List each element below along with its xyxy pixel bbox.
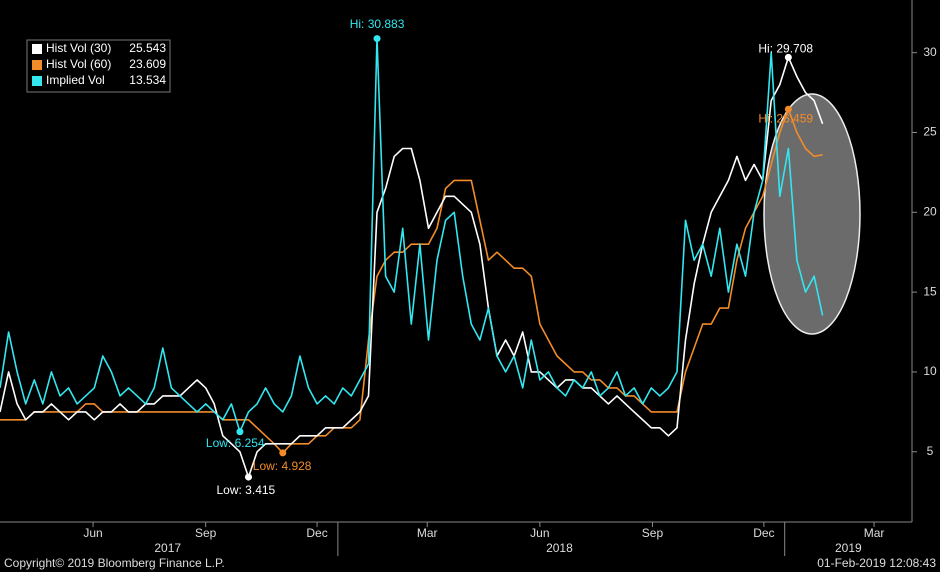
annotation-marker bbox=[784, 105, 792, 113]
legend: Hist Vol (30) 25.543 Hist Vol (60) 23.609 Im… bbox=[26, 39, 171, 93]
legend-label: Implied Vol bbox=[46, 73, 105, 87]
y-tick-label: 20 bbox=[923, 204, 937, 218]
y-tick-label: 30 bbox=[923, 45, 937, 59]
y-tick-label: 10 bbox=[923, 364, 937, 378]
y-tick-label: 25 bbox=[923, 125, 937, 139]
annotation-marker bbox=[279, 449, 287, 457]
legend-label: Hist Vol (30) bbox=[46, 41, 111, 55]
highlight-ellipse bbox=[763, 93, 861, 335]
annotation-label: Hi: 30.883 bbox=[350, 17, 405, 31]
annotation-label: Low: 6.254 bbox=[206, 436, 265, 450]
x-tick-label: Jun bbox=[530, 526, 549, 540]
x-tick-label: Sep bbox=[195, 526, 217, 540]
legend-value: 13.534 bbox=[129, 73, 166, 87]
x-tick-label: Dec bbox=[306, 526, 327, 540]
legend-value: 25.543 bbox=[129, 41, 166, 55]
x-tick-label: Dec bbox=[753, 526, 774, 540]
annotation-marker bbox=[373, 35, 381, 43]
annotation-label: Low: 3.415 bbox=[217, 483, 276, 497]
legend-value: 23.609 bbox=[129, 57, 166, 71]
annotation-marker bbox=[236, 428, 244, 436]
y-tick-label: 15 bbox=[923, 284, 937, 298]
year-label: 2019 bbox=[835, 541, 862, 555]
year-label: 2018 bbox=[546, 541, 573, 555]
x-tick-label: Mar bbox=[864, 526, 885, 540]
copyright: Copyright© 2019 Bloomberg Finance L.P. bbox=[4, 556, 225, 570]
legend-swatch bbox=[32, 76, 42, 86]
annotation-marker bbox=[245, 473, 253, 481]
legend-swatch bbox=[32, 44, 42, 54]
legend-box bbox=[26, 39, 171, 93]
series-line bbox=[0, 56, 824, 478]
x-tick-label: Sep bbox=[642, 526, 664, 540]
legend-swatch bbox=[32, 60, 42, 70]
x-tick-label: Mar bbox=[417, 526, 438, 540]
x-tick-label: Jun bbox=[83, 526, 102, 540]
annotation-label: Hi: 26.459 bbox=[758, 111, 813, 125]
annotation-label: Hi: 29.708 bbox=[758, 42, 813, 56]
year-label: 2017 bbox=[154, 541, 181, 555]
legend-label: Hist Vol (60) bbox=[46, 57, 111, 71]
series-line bbox=[0, 37, 824, 433]
timestamp: 01-Feb-2019 12:08:43 bbox=[817, 556, 936, 570]
annotation-marker bbox=[784, 53, 792, 61]
y-tick-label: 5 bbox=[927, 444, 934, 458]
annotation-label: Low: 4.928 bbox=[253, 459, 312, 473]
